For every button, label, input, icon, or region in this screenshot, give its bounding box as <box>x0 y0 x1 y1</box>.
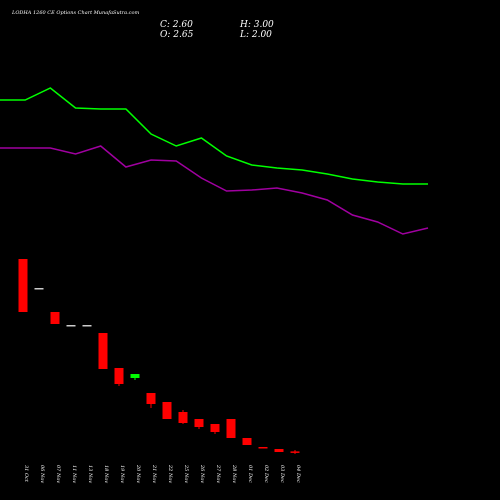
open-label: O: 2.65 <box>160 30 194 40</box>
candle-body <box>258 447 268 449</box>
candle-body <box>274 449 284 452</box>
candle-body <box>226 419 236 438</box>
candle-body <box>18 259 28 312</box>
x-tick-label: 13 Nov <box>87 465 93 483</box>
indicator-line <box>0 87 428 185</box>
x-tick-label: 03 Dec <box>279 465 285 483</box>
x-tick-label: 31 Oct <box>23 465 29 483</box>
x-tick-label: 21 Nov <box>151 464 157 483</box>
high-label: H: 3.00 <box>239 20 274 30</box>
candle-body <box>210 424 220 432</box>
x-tick-label: 02 Dec <box>263 465 269 483</box>
x-tick-label: 20 Nov <box>135 464 141 483</box>
close-label: C: 2.60 <box>160 20 193 30</box>
candle-body <box>50 312 60 324</box>
x-tick-label: 19 Nov <box>119 465 125 483</box>
candle-body <box>34 288 44 290</box>
candle-body <box>146 393 156 404</box>
candle-body <box>178 412 188 423</box>
x-tick-label: 18 Nov <box>103 465 109 483</box>
x-tick-label: 01 Dec <box>247 465 253 483</box>
candle-body <box>98 333 108 369</box>
candle-body <box>114 368 124 384</box>
low-label: L: 2.00 <box>239 30 272 40</box>
x-tick-label: 04 Dec <box>295 465 301 483</box>
indicator-line <box>0 145 429 235</box>
candle-body <box>242 438 252 445</box>
x-tick-label: 28 Nov <box>231 464 237 483</box>
x-tick-label: 25 Nov <box>183 464 189 483</box>
chart-title: LODHA 1260 CE Options Chart MunafaSutra.… <box>11 10 139 16</box>
candle-body <box>194 419 204 427</box>
candle-body <box>82 325 92 327</box>
x-tick-label: 26 Nov <box>199 464 205 483</box>
candle-body <box>66 325 76 327</box>
candle-body <box>130 374 140 378</box>
x-tick-label: 22 Nov <box>167 464 173 483</box>
x-tick-label: 07 Nov <box>55 465 61 483</box>
x-tick-label: 11 Nov <box>71 465 77 483</box>
x-tick-label: 06 Nov <box>39 465 45 483</box>
x-tick-label: 27 Nov <box>215 464 221 483</box>
candle-body <box>162 402 172 419</box>
candle-body <box>290 451 300 453</box>
